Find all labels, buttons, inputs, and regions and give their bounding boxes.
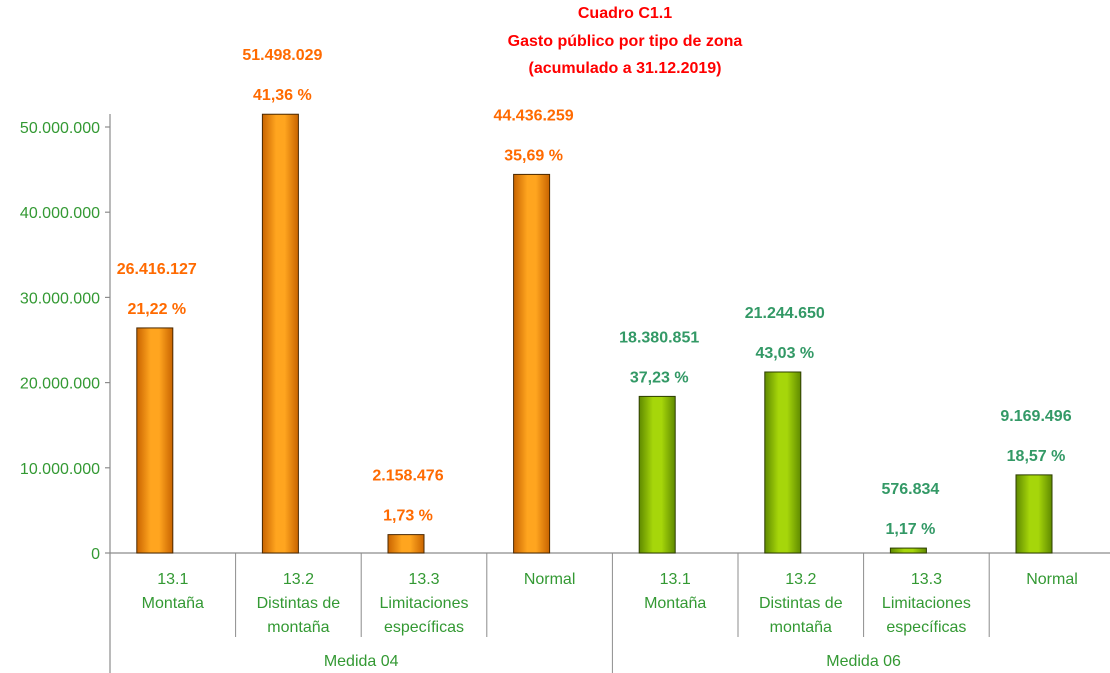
- data-labels: 26.416.127 21,22 % 51.498.029 41,36 % 2.158.…: [117, 47, 1072, 538]
- value-label: 18.380.851: [619, 329, 699, 346]
- value-label: 21.244.650: [745, 305, 825, 322]
- value-label: 2.158.476: [372, 468, 443, 485]
- group-label: Medida 04: [324, 653, 399, 670]
- bars: [136, 113, 1053, 554]
- category-label: 13.3: [408, 571, 439, 588]
- category-label: Limitaciones: [882, 595, 971, 612]
- category-label: Montaña: [142, 595, 204, 612]
- bar: [261, 113, 299, 554]
- chart-title-line-3: (acumulado a 31.12.2019): [529, 60, 722, 77]
- percent-label: 43,03 %: [755, 345, 814, 362]
- category-label: 13.2: [785, 571, 816, 588]
- y-tick-label: 30.000.000: [20, 290, 100, 307]
- value-label: 44.436.259: [494, 107, 574, 124]
- percent-label: 35,69 %: [504, 147, 563, 164]
- group-label: Medida 06: [826, 653, 901, 670]
- category-label: específicas: [384, 619, 464, 636]
- bar: [513, 173, 551, 554]
- category-label: 13.1: [660, 571, 691, 588]
- value-label: 26.416.127: [117, 261, 197, 278]
- category-label: Limitaciones: [380, 595, 469, 612]
- percent-label: 1,17 %: [885, 521, 935, 538]
- y-tick-label: 0: [91, 546, 100, 563]
- value-label: 576.834: [881, 481, 939, 498]
- chart-title-line-2: Gasto público por tipo de zona: [508, 33, 743, 50]
- y-tick-label: 50.000.000: [20, 120, 100, 137]
- chart-title-line-1: Cuadro C1.1: [578, 5, 672, 22]
- percent-label: 18,57 %: [1007, 448, 1066, 465]
- percent-label: 37,23 %: [630, 369, 689, 386]
- category-label: Distintas de: [759, 595, 843, 612]
- category-label: montaña: [770, 619, 832, 636]
- bar: [136, 327, 174, 554]
- y-tick-label: 40.000.000: [20, 205, 100, 222]
- percent-label: 1,73 %: [383, 508, 433, 525]
- bar: [1015, 474, 1053, 554]
- bar: [387, 534, 425, 554]
- category-label: 13.2: [283, 571, 314, 588]
- category-label: 13.1: [157, 571, 188, 588]
- category-label: Normal: [1026, 571, 1078, 588]
- category-label: Montaña: [644, 595, 706, 612]
- bar: [638, 395, 676, 554]
- y-tick-label: 10.000.000: [20, 461, 100, 478]
- bar: [764, 371, 802, 554]
- category-label: 13.3: [911, 571, 942, 588]
- y-tick-label: 20.000.000: [20, 376, 100, 393]
- percent-label: 41,36 %: [253, 87, 312, 104]
- category-label: montaña: [267, 619, 329, 636]
- chart-title: Cuadro C1.1 Gasto público por tipo de zo…: [508, 5, 743, 77]
- axes: 0 10.000.000 20.000.000 30.000.000 40.000.00…: [20, 114, 1110, 673]
- percent-label: 21,22 %: [127, 301, 186, 318]
- value-label: 51.498.029: [242, 47, 322, 64]
- category-label: específicas: [886, 619, 966, 636]
- category-label: Distintas de: [257, 595, 341, 612]
- value-label: 9.169.496: [1000, 408, 1071, 425]
- bar: [889, 547, 927, 554]
- category-label: Normal: [524, 571, 576, 588]
